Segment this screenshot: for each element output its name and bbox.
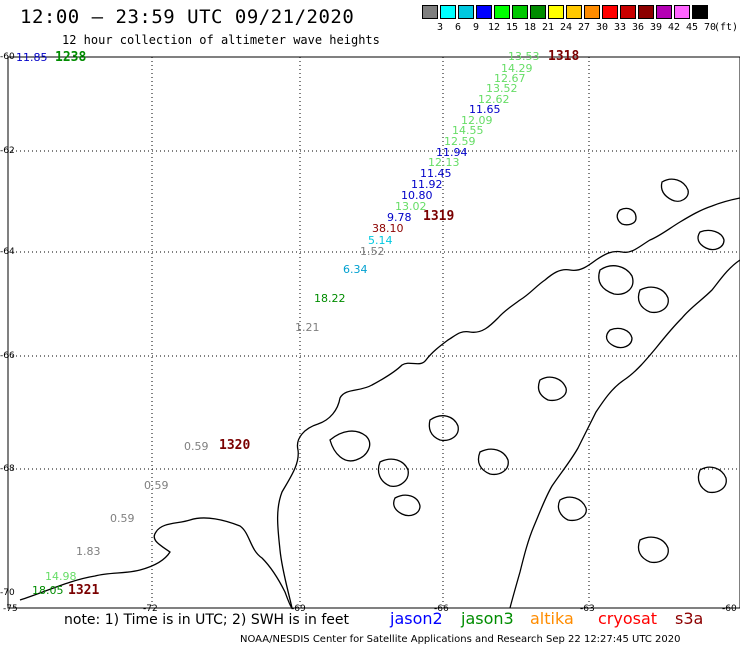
lat-label: -68 (0, 464, 15, 474)
legend-label: 18 (523, 22, 537, 33)
legend-swatch (494, 5, 510, 19)
legend-swatch (566, 5, 582, 19)
legend-swatch (692, 5, 708, 19)
wave-height-label: 12.67 (494, 72, 526, 85)
wave-height-label: 0.59 (184, 440, 209, 453)
map-frame (7, 56, 740, 609)
wave-height-label: 9.78 (387, 211, 412, 224)
legend-label: 9 (472, 22, 480, 33)
legend-label: 27 (577, 22, 591, 33)
satellite-label-cryosat: cryosat (598, 609, 658, 628)
legend-swatch (620, 5, 636, 19)
legend-label: 70 (703, 22, 717, 33)
legend-label: 36 (631, 22, 645, 33)
legend-swatch (674, 5, 690, 19)
wave-height-label: 13.52 (486, 82, 518, 95)
map-subtitle: 12 hour collection of altimeter wave hei… (62, 33, 380, 47)
legend-swatch (530, 5, 546, 19)
wave-height-label: 1.21 (295, 321, 320, 334)
coastline (19, 178, 740, 609)
wave-height-label: 1.52 (360, 245, 385, 258)
wave-height-label: 5.14 (368, 234, 393, 247)
wave-height-label: 12.13 (428, 156, 460, 169)
lon-label: -60 (722, 604, 737, 614)
satellite-label-s3a: s3a (675, 609, 704, 628)
legend-label: 6 (454, 22, 462, 33)
wave-height-label: 10.80 (401, 189, 433, 202)
wave-height-label: 12.59 (444, 135, 476, 148)
legend-label: 45 (685, 22, 699, 33)
wave-height-label: 14.29 (501, 62, 533, 75)
pass-number-label: 1320 (219, 438, 251, 453)
legend-swatch (476, 5, 492, 19)
legend-label: 21 (541, 22, 555, 33)
pass-number-label: 1321 (68, 583, 100, 598)
lat-label: -66 (0, 351, 15, 361)
legend-swatch (422, 5, 438, 19)
wave-height-label: 11.45 (420, 167, 452, 180)
wave-height-label: 11.85 (16, 51, 48, 64)
wave-height-label: 18.22 (314, 292, 346, 305)
legend-swatch (584, 5, 600, 19)
legend-label: 3 (436, 22, 444, 33)
wave-height-label: 38.10 (372, 222, 404, 235)
footer-note: note: 1) Time is in UTC; 2) SWH is in fe… (64, 612, 350, 628)
lon-label: -63 (580, 604, 595, 614)
wave-height-label: 6.34 (343, 263, 368, 276)
map-title: 12:00 – 23:59 UTC 09/21/2020 (20, 6, 355, 28)
legend-swatch (458, 5, 474, 19)
legend-unit: (ft) (714, 22, 739, 33)
credit-line: NOAA/NESDIS Center for Satellite Applica… (240, 634, 681, 645)
legend-swatch (440, 5, 456, 19)
satellite-label-jason3: jason3 (461, 609, 514, 628)
lat-lon-grid (8, 57, 740, 608)
lat-label: -60 (0, 52, 15, 62)
legend-label: 12 (487, 22, 501, 33)
lon-label: -72 (143, 604, 158, 614)
legend-label: 15 (505, 22, 519, 33)
wave-height-label: 18.05 (32, 584, 64, 597)
satellite-label-altika: altika (530, 609, 574, 628)
legend-swatch (548, 5, 564, 19)
legend-label: 39 (649, 22, 663, 33)
wave-height-label: 11.92 (411, 178, 443, 191)
wave-height-label: 13.02 (395, 200, 427, 213)
legend-swatch (512, 5, 528, 19)
lat-label: -70 (0, 588, 15, 598)
wave-height-label: 14.98 (45, 570, 77, 583)
wave-height-label: 11.94 (436, 146, 468, 159)
wave-height-label: 12.62 (478, 93, 510, 106)
wave-height-label: 0.59 (144, 479, 169, 492)
wave-height-label: 1.83 (76, 545, 101, 558)
pass-number-label: 1319 (423, 209, 455, 224)
wave-height-label: 14.55 (452, 124, 484, 137)
wave-height-label: 12.09 (461, 114, 493, 127)
legend-swatch (602, 5, 618, 19)
lon-label: -66 (434, 604, 449, 614)
wave-height-label: 0.59 (110, 512, 135, 525)
legend-label: 30 (595, 22, 609, 33)
lat-label: -64 (0, 247, 15, 257)
lat-label: -62 (0, 146, 15, 156)
legend-label: 24 (559, 22, 573, 33)
wave-height-label: 11.65 (469, 103, 501, 116)
satellite-label-jason2: jason2 (390, 609, 443, 628)
legend-swatch (656, 5, 672, 19)
pass-number-label: 1238 (55, 50, 87, 65)
legend-swatch (638, 5, 654, 19)
pass-number-label: 1318 (548, 49, 580, 64)
lon-label: -69 (291, 604, 306, 614)
wave-height-label: 13.53 (508, 50, 540, 63)
legend-label: 33 (613, 22, 627, 33)
legend-label: 42 (667, 22, 681, 33)
lon-label: -75 (3, 604, 18, 614)
